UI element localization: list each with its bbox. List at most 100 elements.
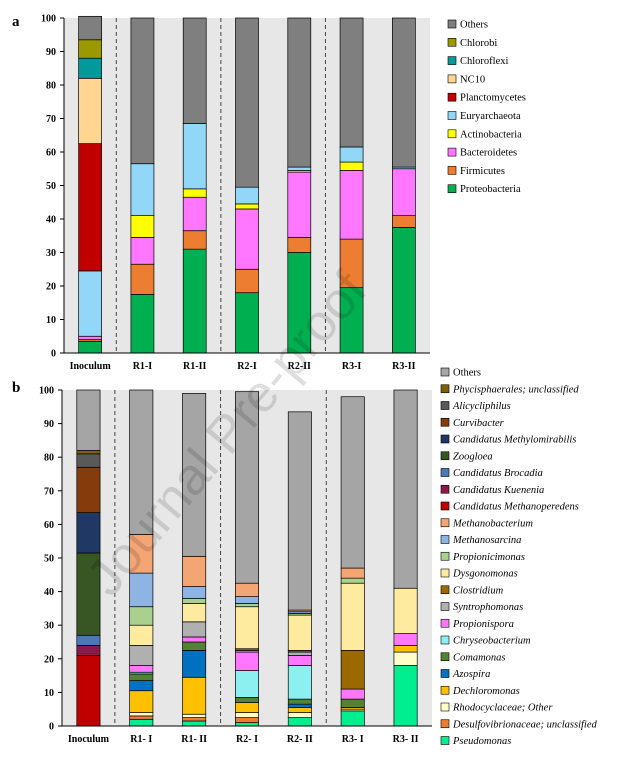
- y-tick-label: 30: [44, 621, 54, 632]
- legend-label: Euryarchaeota: [460, 111, 521, 122]
- legend-label: Comamonas: [453, 652, 506, 663]
- y-tick-label: 90: [44, 419, 54, 430]
- bar-segment: [78, 15, 102, 41]
- legend-swatch: [440, 434, 450, 444]
- bar-segment: [130, 17, 155, 165]
- y-tick-label: 100: [41, 14, 56, 25]
- legend-label: Candidatus Brocadia: [453, 468, 543, 479]
- x-tick-label: R1-I: [133, 361, 153, 372]
- legend-swatch: [447, 92, 457, 102]
- chart-b: 0 10 20 30 40 50 60 70 80 90 100 Inoculum R1- I R1- I…: [39, 386, 432, 745]
- bar-segment: [129, 718, 154, 727]
- y-tick-label: 100: [39, 386, 54, 397]
- bar-segment: [287, 651, 312, 656]
- bar-segment: [182, 196, 207, 232]
- bar-segment: [235, 292, 259, 354]
- bar-segment: [235, 268, 259, 294]
- x-tick-label: R2- II: [287, 734, 313, 745]
- y-tick-label: 70: [46, 114, 56, 125]
- bar-segment: [287, 712, 312, 718]
- bar-segment: [129, 712, 154, 717]
- x-tick-label: Inoculum: [70, 361, 112, 372]
- bar-segment: [392, 215, 416, 228]
- x-tick-label: R2-I: [237, 361, 257, 372]
- bar-segment: [287, 614, 312, 651]
- bar-segment: [340, 698, 365, 708]
- x-tick-label: R3-I: [342, 361, 362, 372]
- legend-swatch: [440, 685, 450, 695]
- legend-swatch: [440, 484, 450, 494]
- bar-segment: [235, 603, 259, 608]
- legend-label: Candidatus Methylomirabilis: [453, 435, 576, 446]
- legend-label: Clostridium: [453, 585, 504, 596]
- bar-segment: [339, 17, 364, 148]
- bar-segment: [78, 270, 102, 337]
- bar-segment: [130, 215, 155, 238]
- bar-segment: [235, 596, 259, 604]
- bar-segment: [340, 688, 365, 700]
- bar-segment: [182, 720, 207, 727]
- x-tick-label: R1-II: [183, 361, 206, 372]
- legend-swatch: [440, 736, 450, 745]
- bar-segment: [235, 651, 259, 671]
- bar-segment: [182, 248, 207, 354]
- legend-swatch: [440, 501, 450, 511]
- legend-swatch: [447, 37, 457, 47]
- y-tick-label: 10: [46, 315, 56, 326]
- legend-swatch: [447, 56, 457, 65]
- bar-segment: [78, 143, 102, 272]
- legend-swatch: [440, 417, 450, 427]
- x-tick-label: R3- I: [342, 734, 364, 745]
- bar-segment: [392, 168, 416, 217]
- chart-a: 0 10 20 30 40 50 60 70 80 90 100 Inoculum R1-I R1-II R…: [41, 14, 430, 372]
- bar-segment: [182, 123, 207, 190]
- bar-segment: [182, 555, 207, 587]
- legend-swatch: [440, 518, 450, 528]
- x-tick-label: R2- I: [236, 734, 258, 745]
- legend-label: Bacteroidetes: [460, 148, 517, 159]
- panel-a-label: a: [12, 14, 20, 30]
- bar-segment: [130, 163, 155, 217]
- bar-segment: [340, 567, 365, 579]
- bar-segment: [182, 717, 207, 722]
- bar-segment: [287, 707, 312, 713]
- legend-label: Desulfovibrionaceae; unclassified: [452, 719, 598, 730]
- y-tick-label: 80: [46, 81, 56, 92]
- bar-segment: [182, 676, 207, 715]
- legend-label: Phycisphaerales; unclassified: [452, 384, 579, 395]
- bar-segment: [182, 230, 207, 250]
- x-tick-label: R1- I: [130, 734, 152, 745]
- bar-segment: [393, 389, 418, 589]
- bar-segment: [130, 263, 155, 295]
- bar-segment: [76, 450, 101, 455]
- bar-segment: [393, 665, 418, 727]
- bar-segment: [129, 715, 154, 720]
- legend-label: Others: [453, 368, 481, 379]
- y-tick-label: 60: [46, 148, 56, 159]
- legend-label: Syntrophomonas: [453, 602, 523, 613]
- bar-segment: [182, 650, 207, 678]
- bar-segment: [235, 670, 259, 698]
- legend-swatch: [447, 19, 457, 29]
- y-tick-label: 60: [44, 520, 54, 531]
- legend-label: Methanosarcina: [452, 535, 521, 546]
- legend-label: Planctomycetes: [460, 93, 526, 104]
- legend-swatch: [447, 74, 457, 84]
- y-tick-label: 40: [46, 215, 56, 226]
- bar-segment: [287, 665, 312, 700]
- bar-segment: [287, 655, 312, 666]
- bar-segment: [129, 572, 154, 608]
- bar-segment: [76, 466, 101, 513]
- bar-segment: [235, 712, 259, 718]
- bar-segment: [78, 57, 102, 79]
- legend-a: Others Chlorobi Chloroflexi NC10 Planctomyce…: [447, 19, 526, 195]
- bar-segment: [76, 645, 101, 656]
- legend-swatch: [440, 702, 450, 712]
- legend-swatch: [447, 147, 457, 157]
- bar-segment: [393, 633, 418, 646]
- bar-segment: [129, 606, 154, 626]
- bar-segment: [235, 17, 259, 188]
- y-tick-label: 70: [44, 486, 54, 497]
- bar-segment: [129, 680, 154, 692]
